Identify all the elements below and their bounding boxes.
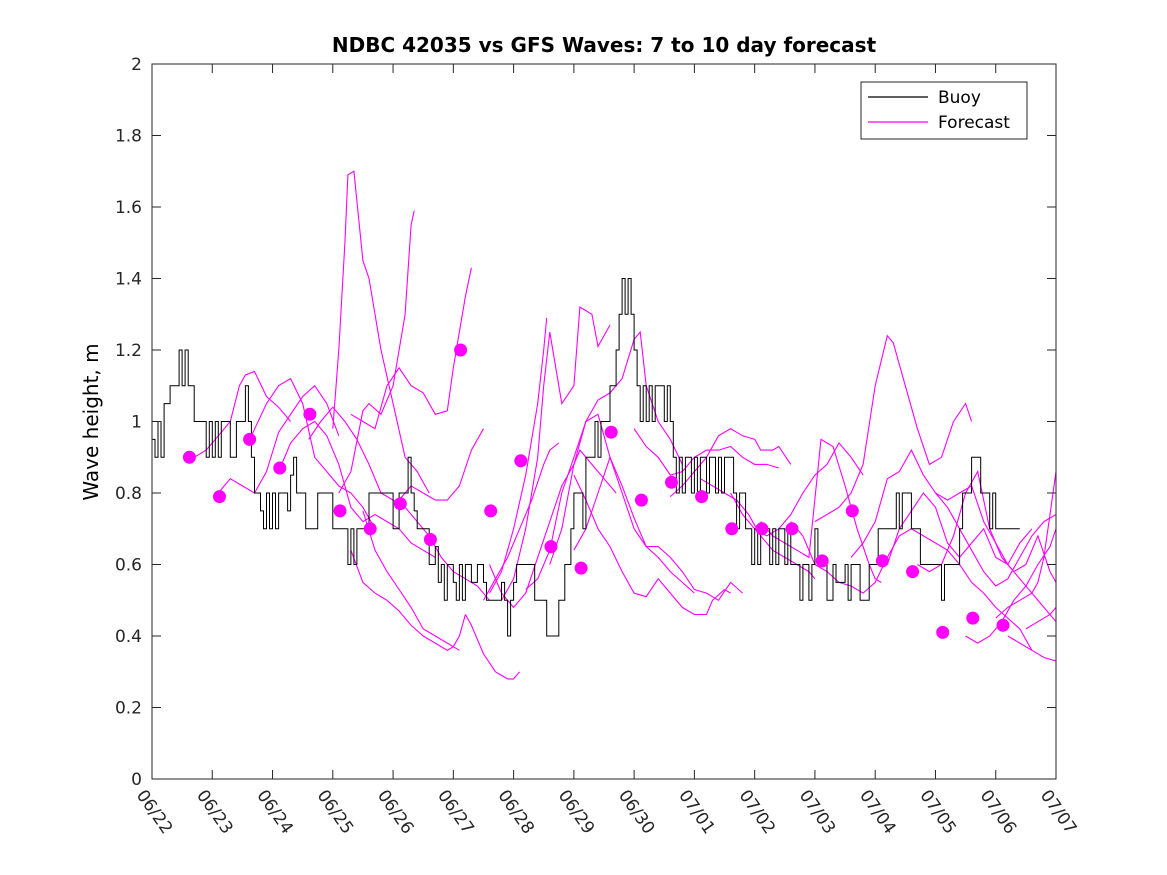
forecast-marker-3	[243, 432, 257, 446]
forecast-line-27	[814, 334, 973, 523]
forecast-marker-27	[966, 611, 980, 625]
forecast-line-3	[250, 377, 376, 530]
forecast-line-24	[730, 442, 864, 537]
y-tick-label: 0.6	[115, 556, 142, 576]
forecast-line-12	[464, 614, 521, 680]
forecast-line-14	[488, 449, 617, 609]
y-axis-label: Wave height, m	[79, 343, 103, 500]
legend-label-2: Forecast	[938, 113, 1010, 133]
forecast-line-34	[1007, 635, 1056, 662]
buoy-line	[152, 278, 1020, 637]
y-tick-label: 0.4	[115, 627, 142, 647]
y-tick-label: 1.6	[115, 198, 142, 218]
forecast-line-22	[669, 428, 792, 498]
forecast-marker-10	[454, 343, 468, 357]
forecast-line-32	[965, 527, 1056, 644]
forecast-line-30	[917, 470, 1056, 584]
forecast-marker-22	[815, 554, 829, 568]
forecast-marker-17	[665, 475, 678, 489]
forecast-marker-18	[695, 490, 709, 504]
forecast-marker-16	[634, 493, 648, 507]
y-tick-label: 1.4	[115, 270, 142, 290]
forecast-marker-7	[363, 522, 377, 536]
plot-content	[152, 170, 1056, 680]
y-tick-label: 1.2	[115, 341, 142, 361]
forecast-line-11	[398, 428, 484, 501]
forecast-marker-21	[785, 522, 799, 536]
forecast-marker-24	[875, 554, 889, 568]
forecast-marker-25	[906, 565, 920, 579]
y-tick-label: 1.8	[115, 127, 142, 147]
chart-title: NDBC 42035 vs GFS Waves: 7 to 10 day for…	[332, 33, 877, 57]
forecast-line-21	[633, 428, 779, 476]
forecast-marker-5	[303, 407, 317, 421]
forecast-line-7	[338, 210, 415, 494]
forecast-line-31	[935, 492, 1056, 587]
forecast-marker-9	[423, 533, 437, 546]
forecast-marker-20	[755, 522, 769, 536]
forecast-line-8	[350, 267, 472, 430]
forecast-line-10	[362, 510, 460, 651]
legend-box	[860, 81, 1028, 140]
forecast-marker-15	[604, 425, 618, 439]
forecast-marker-13	[544, 540, 558, 554]
forecast-marker-4	[273, 461, 287, 475]
forecast-line-4	[278, 420, 436, 558]
forecast-line-13	[483, 442, 560, 601]
forecast-marker-2	[213, 490, 226, 504]
forecast-line-28	[850, 448, 1056, 623]
forecast-line-9	[350, 550, 466, 651]
forecast-line-6	[332, 170, 430, 494]
forecast-marker-12	[514, 454, 528, 468]
legend: Buoy Forecast	[860, 81, 1028, 140]
forecast-marker-26	[936, 625, 950, 639]
y-tick-label: 0.8	[115, 484, 142, 504]
forecast-line-18	[549, 413, 695, 594]
forecast-marker-19	[725, 522, 739, 536]
forecast-line-25	[760, 438, 882, 583]
legend-label-1: Buoy	[938, 88, 981, 108]
y-tick-label: 1	[131, 413, 142, 433]
forecast-marker-23	[845, 504, 859, 518]
forecast-marker-28	[996, 618, 1010, 632]
forecast-line-20	[573, 474, 731, 616]
forecast-marker-14	[574, 561, 588, 575]
forecast-line-15	[489, 317, 548, 594]
y-tick-label: 2	[131, 55, 142, 75]
forecast-marker-6	[333, 504, 347, 518]
forecast-line-35	[1025, 606, 1056, 630]
forecast-marker-8	[393, 497, 407, 511]
y-tick-label: 0.2	[115, 699, 142, 719]
y-tick-label: 0	[131, 770, 142, 790]
forecast-line-2	[217, 384, 340, 494]
forecast-marker-11	[484, 504, 498, 518]
forecast-marker-1	[182, 450, 196, 464]
forecast-line-16	[501, 306, 611, 601]
